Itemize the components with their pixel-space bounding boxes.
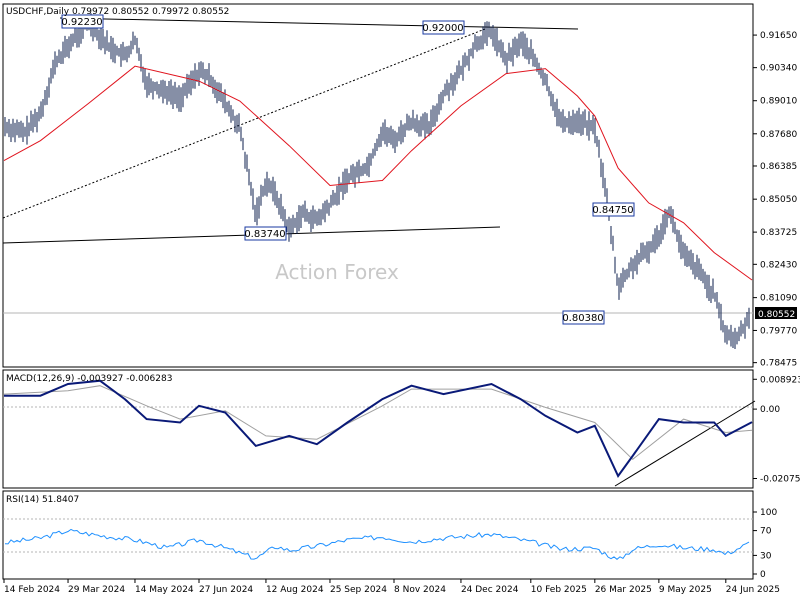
price-tick-label: 0.79770	[760, 326, 797, 336]
date-tick-label: 14 May 2024	[135, 585, 194, 595]
price-axis: 0.91650 0.90340 0.89010 0.87680 0.86385 0.850…	[753, 31, 797, 369]
date-tick-label: 8 Nov 2024	[394, 585, 446, 595]
macd-title: MACD(12,26,9) -0.003927 -0.006283	[6, 374, 172, 384]
watermark: Action Forex	[275, 260, 399, 284]
date-tick-label: 14 Feb 2024	[4, 585, 60, 595]
macd-line	[4, 379, 753, 478]
rsi-line	[4, 528, 750, 560]
rsi-tick-label: 30	[760, 551, 772, 561]
date-tick-label: 12 Aug 2024	[266, 585, 324, 595]
svg-text:0.84750: 0.84750	[592, 205, 633, 216]
date-axis: 14 Feb 2024 29 Mar 2024 14 May 2024 27 Jun …	[3, 579, 780, 595]
macd-tick-label: 0.00	[760, 405, 780, 415]
date-tick-label: 29 Mar 2024	[68, 585, 125, 595]
macd-tick-label: -0.020759	[760, 475, 800, 485]
rsi-tick-label: 100	[760, 508, 777, 518]
upper-trend-line	[59, 17, 579, 30]
price-tick-label: 0.87680	[760, 130, 797, 140]
date-tick-label: 24 Jun 2025	[726, 585, 780, 595]
price-tick-label: 0.86385	[760, 162, 797, 172]
svg-text:0.80552: 0.80552	[758, 310, 795, 320]
moving-average-line	[3, 65, 753, 281]
price-tick-label: 0.90340	[760, 64, 797, 74]
price-tick-label: 0.89010	[760, 97, 797, 107]
price-tick-label: 0.81090	[760, 294, 797, 304]
label-low-2: 0.80380	[562, 310, 605, 325]
label-mid: 0.84750	[592, 202, 635, 217]
price-bars	[4, 13, 750, 349]
label-high-2: 0.92000	[422, 20, 465, 35]
date-tick-label: 9 May 2025	[659, 585, 712, 595]
rsi-tick-label: 70	[760, 527, 772, 537]
price-tick-label: 0.91650	[760, 31, 797, 41]
rsi-axis: 100 70 30 0	[753, 508, 777, 580]
price-tick-label: 0.83725	[760, 228, 797, 238]
price-tick-label: 0.85050	[760, 195, 797, 205]
macd-signal-line	[3, 385, 753, 460]
price-panel-frame	[2, 3, 754, 368]
svg-text:0.92000: 0.92000	[422, 23, 463, 34]
svg-text:0.92230: 0.92230	[61, 17, 102, 28]
macd-panel-frame	[2, 369, 754, 489]
macd-axis: 0.008923 0.00 -0.020759	[753, 375, 800, 485]
label-high-1: 0.92230	[61, 14, 104, 29]
date-tick-label: 25 Sep 2024	[330, 585, 387, 595]
price-tick-label: 0.82430	[760, 260, 797, 270]
date-tick-label: 10 Feb 2025	[531, 585, 587, 595]
svg-text:0.83740: 0.83740	[244, 229, 285, 240]
label-low-1: 0.83740	[244, 226, 287, 241]
date-tick-label: 27 Jun 2024	[199, 585, 253, 595]
macd-trend-line	[614, 400, 756, 487]
date-tick-label: 26 Mar 2025	[595, 585, 652, 595]
svg-text:0.80380: 0.80380	[562, 313, 603, 324]
macd-tick-label: 0.008923	[760, 375, 800, 385]
date-tick-label: 24 Dec 2024	[461, 585, 519, 595]
price-chart-title: USDCHF,Daily 0.79972 0.80552 0.79972 0.8…	[6, 7, 229, 17]
rsi-tick-label: 0	[760, 570, 766, 580]
current-price-tag: 0.80552	[755, 307, 797, 320]
price-tick-label: 0.78475	[760, 359, 797, 369]
rsi-panel-frame	[2, 490, 754, 580]
rsi-title: RSI(14) 51.8407	[6, 495, 79, 505]
